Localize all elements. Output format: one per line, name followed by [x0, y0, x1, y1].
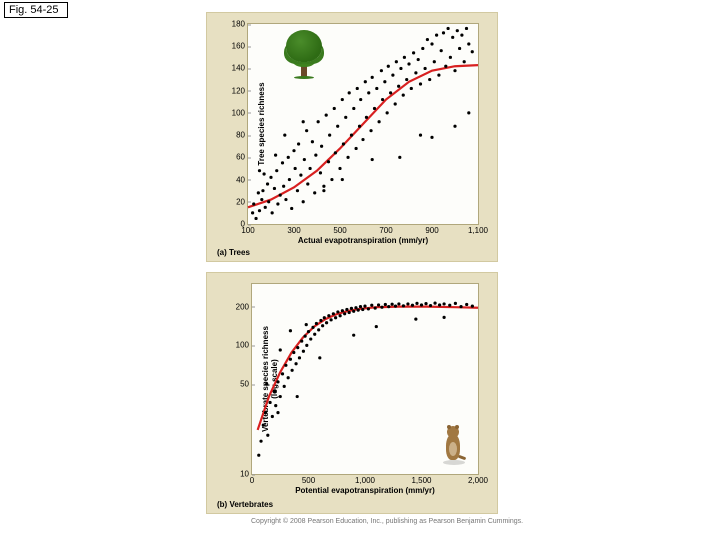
gopher-icon	[440, 422, 468, 466]
chart-b-xtick: 0	[250, 474, 254, 485]
chart-a-ytick: 100	[232, 108, 248, 117]
chart-a-xtick: 900	[425, 224, 438, 235]
chart-a-caption: (a) Trees	[217, 248, 250, 257]
chart-a-ytick: 180	[232, 20, 248, 29]
chart-a-ytick: 80	[236, 131, 248, 140]
figure-page: Fig. 54-25 Tree species richness Actual …	[0, 0, 720, 540]
chart-b-xtick: 1,500	[411, 474, 431, 485]
chart-b-xlabel: Potential evapotranspiration (mm/yr)	[295, 486, 435, 495]
chart-a-ytick: 20	[236, 197, 248, 206]
chart-a-plot-area: Tree species richness Actual evapotransp…	[247, 23, 479, 225]
chart-b-xtick: 2,000	[468, 474, 488, 485]
chart-a-ytick: 40	[236, 175, 248, 184]
chart-b-caption: (b) Vertebrates	[217, 500, 273, 509]
chart-a-xtick: 700	[379, 224, 392, 235]
chart-a-ytick: 60	[236, 153, 248, 162]
chart-b-plot-area: Vertebrate species richness (log scale) …	[251, 283, 479, 475]
chart-a-ytick: 120	[232, 86, 248, 95]
chart-b-xtick: 500	[302, 474, 315, 485]
chart-b-trend-line	[258, 307, 478, 430]
chart-a-xtick: 100	[241, 224, 254, 235]
chart-b-ytick: 100	[236, 341, 252, 350]
chart-a-xtick: 500	[333, 224, 346, 235]
chart-a-ytick: 140	[232, 64, 248, 73]
chart-b-ytick: 50	[240, 380, 252, 389]
chart-a-xtick: 1,100	[468, 224, 488, 235]
chart-a-box: Tree species richness Actual evapotransp…	[206, 12, 498, 262]
chart-a-xtick: 300	[287, 224, 300, 235]
copyright-text: Copyright © 2008 Pearson Education, Inc.…	[251, 518, 523, 525]
chart-b-xtick: 1,000	[355, 474, 375, 485]
tree-icon	[284, 30, 324, 80]
chart-a-svg	[248, 24, 478, 224]
chart-a-xlabel: Actual evapotranspiration (mm/yr)	[298, 236, 428, 245]
chart-b-ytick: 200	[236, 302, 252, 311]
chart-a-ytick: 160	[232, 42, 248, 51]
figure-label: Fig. 54-25	[4, 2, 68, 18]
chart-b-box: Vertebrate species richness (log scale) …	[206, 272, 498, 514]
